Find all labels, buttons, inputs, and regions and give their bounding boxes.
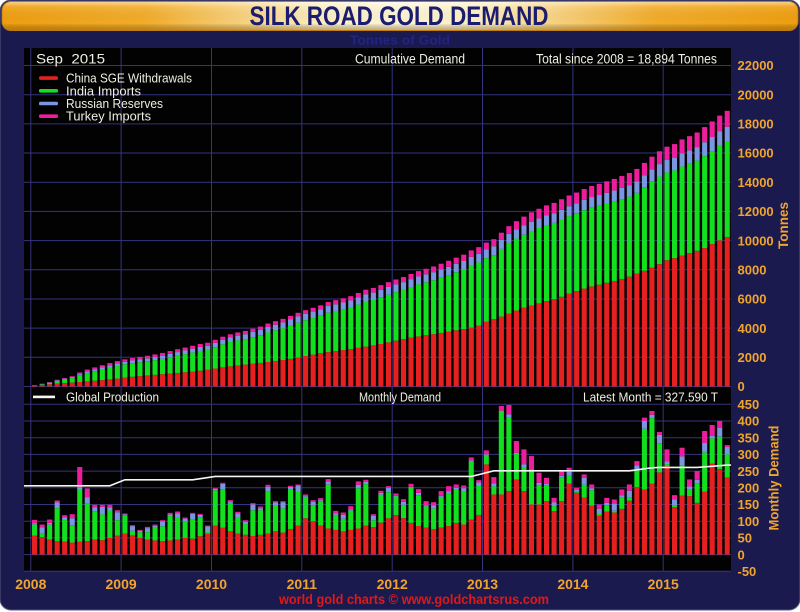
- svg-text:2015: 2015: [648, 576, 679, 592]
- svg-text:200: 200: [738, 481, 760, 496]
- svg-text:Global Production: Global Production: [66, 390, 159, 405]
- svg-text:250: 250: [738, 464, 760, 479]
- svg-text:China SGE Withdrawals: China SGE Withdrawals: [66, 71, 192, 86]
- svg-text:Sep 2015: Sep 2015: [36, 52, 105, 67]
- svg-text:20000: 20000: [738, 87, 774, 102]
- svg-text:Tonnes: Tonnes: [776, 202, 791, 249]
- svg-text:14000: 14000: [738, 175, 774, 190]
- svg-text:Monthly Demand: Monthly Demand: [767, 426, 782, 531]
- svg-text:0: 0: [738, 547, 745, 562]
- svg-text:India Imports: India Imports: [66, 83, 141, 98]
- svg-text:150: 150: [738, 497, 760, 512]
- svg-text:2008: 2008: [15, 576, 46, 592]
- svg-text:450: 450: [738, 397, 760, 412]
- svg-text:2013: 2013: [467, 576, 498, 592]
- svg-text:300: 300: [738, 447, 760, 462]
- svg-text:400: 400: [738, 414, 760, 429]
- svg-text:2000: 2000: [738, 350, 767, 365]
- svg-text:50: 50: [738, 531, 752, 546]
- svg-text:6000: 6000: [738, 292, 767, 307]
- svg-text:4000: 4000: [738, 321, 767, 336]
- svg-text:2010: 2010: [196, 576, 227, 592]
- svg-text:Tonnes of Gold: Tonnes of Gold: [350, 33, 450, 48]
- svg-text:0: 0: [738, 379, 745, 394]
- svg-text:12000: 12000: [738, 204, 774, 219]
- svg-text:Latest Month = 327.590 T: Latest Month = 327.590 T: [583, 390, 718, 405]
- svg-text:10000: 10000: [738, 233, 774, 248]
- svg-text:16000: 16000: [738, 146, 774, 161]
- svg-text:18000: 18000: [738, 117, 774, 132]
- svg-text:Russian Reserves: Russian Reserves: [66, 96, 163, 111]
- svg-text:-50: -50: [738, 564, 757, 579]
- svg-text:22000: 22000: [738, 58, 774, 73]
- svg-text:SILK ROAD GOLD DEMAND: SILK ROAD GOLD DEMAND: [250, 1, 549, 31]
- svg-text:350: 350: [738, 430, 760, 445]
- svg-text:Monthly Demand: Monthly Demand: [359, 390, 441, 405]
- svg-text:Turkey Imports: Turkey Imports: [66, 109, 151, 124]
- svg-text:2014: 2014: [557, 576, 588, 592]
- svg-text:2011: 2011: [287, 576, 318, 592]
- svg-text:world gold charts © www.goldch: world gold charts © www.goldchartsrus.co…: [278, 592, 549, 607]
- svg-text:8000: 8000: [738, 263, 767, 278]
- svg-text:2009: 2009: [106, 576, 137, 592]
- svg-text:Total since 2008 = 18,894 Tonn: Total since 2008 = 18,894 Tonnes: [536, 52, 717, 67]
- svg-text:2012: 2012: [377, 576, 408, 592]
- svg-text:Cumulative Demand: Cumulative Demand: [355, 52, 465, 67]
- svg-text:100: 100: [738, 514, 760, 529]
